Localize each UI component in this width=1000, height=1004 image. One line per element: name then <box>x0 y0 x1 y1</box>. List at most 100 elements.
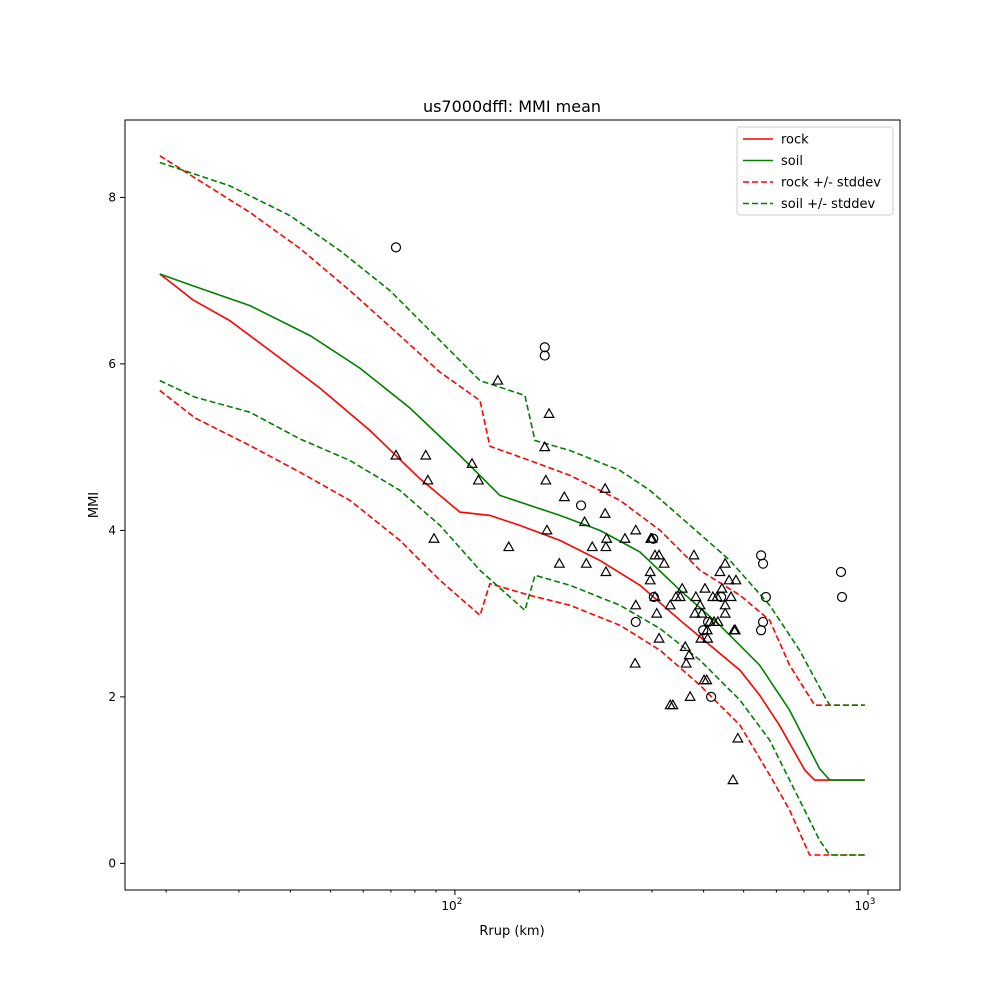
circle-marker <box>539 342 550 353</box>
triangle-marker <box>580 557 593 568</box>
axes-frame <box>124 119 901 891</box>
triangle-marker <box>653 549 665 560</box>
y-axis-label: MMI <box>87 492 102 518</box>
triangle-marker <box>712 615 724 627</box>
triangle-marker <box>723 574 735 585</box>
triangle-marker <box>629 599 642 610</box>
y-axis-ticks: 0 2 4 6 8 <box>108 190 125 870</box>
triangle-marker <box>676 582 689 593</box>
legend-label: soil <box>781 154 803 169</box>
triangle-marker <box>644 574 657 585</box>
series-line-1 <box>159 273 865 781</box>
triangle-marker <box>706 590 719 602</box>
y-tick-label: 0 <box>108 856 116 870</box>
triangle-marker <box>701 632 714 643</box>
circle-marker <box>756 550 767 561</box>
triangle-marker <box>629 657 641 668</box>
circle-marker <box>630 616 641 628</box>
circle-marker <box>835 566 847 578</box>
plot-markers <box>390 242 848 785</box>
circle-marker <box>390 242 402 253</box>
legend-label: rock <box>781 133 809 148</box>
legend-box <box>736 126 894 216</box>
triangle-marker <box>730 574 742 585</box>
triangle-marker <box>732 732 744 743</box>
x-tick-label: 103 <box>855 897 876 913</box>
triangle-marker <box>658 557 670 568</box>
x-axis-ticks: 102 103 <box>165 890 876 913</box>
triangle-marker <box>538 440 551 452</box>
triangle-marker <box>586 540 599 552</box>
triangle-marker <box>578 515 591 527</box>
triangle-marker <box>472 474 485 485</box>
y-tick-label: 2 <box>108 690 116 704</box>
circle-marker <box>757 558 769 569</box>
triangle-marker <box>719 607 731 618</box>
triangle-marker <box>695 632 707 643</box>
y-tick-label: 6 <box>108 357 116 371</box>
triangle-marker <box>696 607 708 618</box>
triangle-marker <box>694 599 706 610</box>
triangle-marker <box>725 590 737 602</box>
triangle-marker <box>491 374 504 385</box>
triangle-marker <box>599 482 611 493</box>
triangle-marker <box>664 599 677 610</box>
triangle-marker <box>422 474 434 485</box>
y-tick-label: 4 <box>108 523 116 537</box>
circle-marker <box>760 591 772 603</box>
series-line-5 <box>159 379 865 856</box>
triangle-marker <box>390 449 402 460</box>
legend-label: rock +/- stddev <box>781 176 881 191</box>
triangle-marker <box>502 540 515 552</box>
series-line-2 <box>159 155 865 707</box>
series-line-0 <box>159 273 865 781</box>
triangle-marker <box>543 407 555 418</box>
triangle-marker <box>688 549 700 560</box>
triangle-marker <box>680 657 693 668</box>
circle-marker <box>757 616 769 628</box>
triangle-marker <box>428 532 440 543</box>
circle-marker <box>756 625 767 636</box>
triangle-marker <box>716 582 728 593</box>
triangle-marker <box>466 457 478 468</box>
triangle-marker <box>629 524 642 535</box>
triangle-marker <box>700 674 713 685</box>
triangle-marker <box>419 449 432 460</box>
triangle-marker <box>558 490 571 502</box>
triangle-marker <box>540 474 552 485</box>
series-line-4 <box>159 161 865 707</box>
triangle-marker <box>646 532 658 543</box>
triangle-marker <box>683 649 695 660</box>
legend-label: soil +/- stddev <box>781 197 876 212</box>
plot-lines <box>159 155 865 856</box>
triangle-marker <box>699 582 711 593</box>
circle-marker <box>575 500 587 511</box>
triangle-marker <box>689 607 701 618</box>
legend: rock soil rock +/- stddev soil +/- stddev <box>736 126 894 216</box>
triangle-marker <box>541 524 553 535</box>
triangle-marker <box>728 624 740 635</box>
triangle-marker <box>727 773 739 785</box>
circle-marker <box>698 625 709 636</box>
triangle-marker <box>619 532 631 543</box>
triangle-marker <box>690 590 702 602</box>
triangle-marker <box>650 607 663 618</box>
triangle-marker <box>714 565 726 577</box>
triangle-marker <box>599 507 611 518</box>
triangle-marker <box>679 640 692 652</box>
chart-title: us7000dffl: MMI mean <box>423 97 601 116</box>
circle-marker <box>706 691 717 702</box>
triangle-marker <box>719 557 731 568</box>
triangle-marker <box>600 565 612 577</box>
triangle-marker <box>553 557 566 568</box>
triangle-marker <box>600 540 612 552</box>
x-axis-label: Rrup (km) <box>479 924 544 939</box>
triangle-marker <box>667 698 679 710</box>
circle-marker <box>836 591 848 603</box>
triangle-marker <box>674 590 687 602</box>
triangle-marker <box>649 590 661 602</box>
y-tick-label: 8 <box>108 190 116 204</box>
triangle-marker <box>684 690 696 701</box>
circle-marker <box>539 350 550 361</box>
